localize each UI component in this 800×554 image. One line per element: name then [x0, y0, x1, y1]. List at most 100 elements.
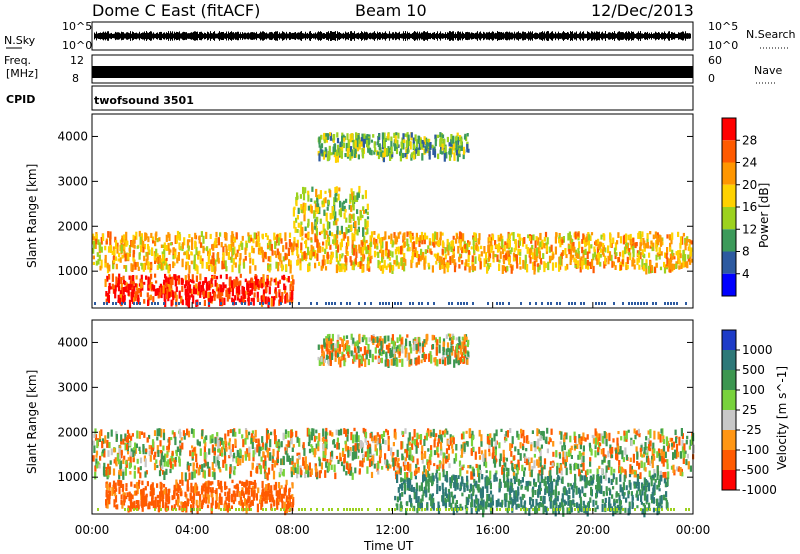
noise-sample [459, 32, 460, 40]
echo-cell [452, 235, 455, 240]
echo-cell [582, 432, 585, 441]
echo-cell [498, 458, 502, 467]
echo-cell [523, 470, 526, 477]
echo-cell [341, 450, 345, 457]
echo-cell [294, 227, 297, 233]
echo-cell [465, 259, 468, 267]
noise-sample [552, 31, 553, 41]
echo-cell [575, 463, 578, 469]
echo-cell [499, 453, 502, 461]
echo-cell [147, 276, 150, 285]
echo-cell [551, 462, 554, 467]
noise-sample [111, 32, 112, 40]
noise-sample [285, 33, 286, 39]
echo-cell [490, 438, 493, 447]
echo-cell [211, 438, 214, 443]
echo-cell [147, 504, 150, 510]
echo-cell [614, 242, 618, 251]
noise-sample [201, 31, 202, 41]
echo-cell [525, 448, 528, 452]
noise-sample [244, 32, 245, 40]
echo-cell [272, 458, 275, 463]
echo-cell [130, 481, 133, 487]
echo-cell [361, 445, 364, 454]
echo-cell [292, 469, 296, 475]
echo-cell [327, 200, 330, 205]
echo-cell [530, 234, 533, 244]
echo-cell [309, 250, 312, 259]
echo-cell [378, 133, 381, 138]
echo-cell [176, 257, 179, 264]
echo-cell [393, 144, 397, 151]
noise-sample [361, 31, 362, 41]
echo-cell [367, 138, 370, 145]
echo-cell [177, 483, 180, 492]
echo-cell [588, 245, 591, 252]
echo-cell [491, 452, 495, 459]
noise-sample [396, 32, 397, 40]
echo-cell [192, 280, 195, 284]
echo-cell [360, 256, 363, 263]
echo-cell [101, 451, 104, 457]
echo-cell [207, 291, 210, 301]
echo-cell [369, 433, 372, 439]
echo-cell [336, 137, 340, 144]
echo-cell [170, 299, 173, 307]
echo-cell [631, 259, 634, 267]
echo-cell [543, 243, 546, 249]
echo-cell [662, 435, 665, 442]
echo-cell [294, 467, 297, 473]
echo-cell [539, 460, 542, 467]
echo-cell [347, 236, 350, 245]
echo-cell [640, 461, 643, 468]
echo-cell [296, 470, 299, 479]
noise-sample [603, 33, 604, 39]
echo-cell [582, 455, 585, 463]
echo-cell [115, 263, 118, 270]
echo-cell [300, 249, 303, 253]
echo-cell [366, 466, 369, 474]
echo-cell [322, 254, 325, 260]
echo-cell [146, 252, 149, 261]
noise-sample [572, 31, 573, 41]
echo-cell [267, 245, 270, 249]
echo-cell [276, 234, 279, 243]
echo-cell [241, 454, 244, 463]
echo-cell [519, 252, 522, 256]
echo-cell [596, 253, 599, 262]
echo-cell [128, 247, 131, 252]
ground-scatter-cell [550, 302, 552, 305]
noise-sample [249, 33, 250, 39]
ground-scatter-cell [115, 302, 117, 305]
echo-cell [416, 432, 419, 440]
echo-cell [208, 282, 211, 291]
echo-cell [293, 206, 296, 210]
echo-cell [474, 232, 477, 241]
echo-cell [362, 228, 365, 237]
echo-cell [319, 218, 322, 224]
noise-sample [185, 32, 186, 40]
echo-cell [560, 431, 563, 440]
noise-sample [270, 32, 271, 40]
echo-cell [233, 452, 236, 459]
noise-sample [684, 33, 685, 39]
echo-cell [561, 239, 564, 243]
echo-cell [119, 460, 123, 469]
noise-sample [276, 31, 277, 41]
echo-cell [202, 291, 205, 296]
echo-cell [351, 192, 354, 200]
echo-cell [578, 438, 581, 445]
echo-cell [669, 259, 672, 263]
echo-cell [234, 438, 237, 446]
echo-cell [375, 435, 378, 442]
echo-cell [442, 259, 445, 265]
echo-cell [148, 450, 151, 456]
echo-cell [139, 466, 142, 471]
echo-cell [281, 471, 284, 476]
echo-cell [218, 438, 221, 447]
echo-cell [188, 234, 191, 238]
echo-cell [395, 255, 398, 261]
echo-cell [247, 232, 250, 237]
noise-sample [381, 33, 382, 39]
echo-cell [217, 252, 220, 259]
